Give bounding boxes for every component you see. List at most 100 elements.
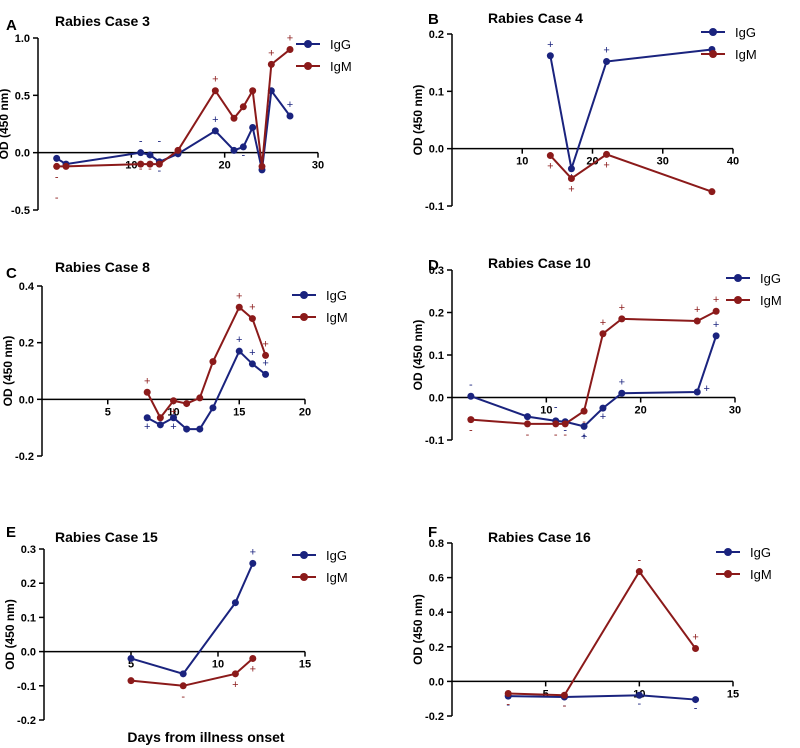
igm-result-sign: + xyxy=(232,679,238,691)
igg-data-point xyxy=(693,388,701,396)
legend-label: IgM xyxy=(330,59,352,74)
panel-d: D Rabies Case 10 -0.1 0.0 0.1 0.2 0.3 OD (450 n… xyxy=(411,255,782,447)
igg-data-point xyxy=(567,165,575,173)
x-tick-label: 15 xyxy=(727,688,739,700)
igm-series-line xyxy=(508,569,697,697)
chart-title: Rabies Case 16 xyxy=(488,529,591,545)
chart-title: Rabies Case 3 xyxy=(55,13,150,29)
y-axis-label: OD (450 nm) xyxy=(1,336,15,407)
igg-result-sign: + xyxy=(144,421,150,433)
igm-data-point xyxy=(635,568,643,576)
igg-result-sign: + xyxy=(249,347,255,359)
legend-swatch-marker xyxy=(304,62,312,70)
panel-letter: E xyxy=(6,524,16,541)
y-axis-label: OD (450 nm) xyxy=(3,599,17,670)
igg-data-point xyxy=(183,425,191,433)
igm-data-point xyxy=(603,150,611,158)
igm-data-point xyxy=(174,146,182,154)
igm-data-point xyxy=(599,330,607,338)
legend-swatch-marker xyxy=(300,313,308,321)
x-tick-label: 15 xyxy=(299,659,311,671)
igg-result-sign: - xyxy=(637,698,641,710)
igm-series-line xyxy=(470,310,717,425)
y-tick-label: 0.0 xyxy=(429,393,444,405)
igm-data-point xyxy=(127,677,135,685)
y-tick-label: -0.2 xyxy=(425,711,444,723)
igg-data-point xyxy=(231,599,239,607)
igg-data-point xyxy=(209,404,217,412)
igm-data-point xyxy=(561,420,569,428)
igm-result-sign: - xyxy=(181,691,185,703)
igm-data-point xyxy=(137,160,145,168)
legend-label: IgG xyxy=(735,25,756,40)
legend-swatch-marker xyxy=(734,296,742,304)
legend-swatch-marker xyxy=(734,274,742,282)
igm-data-point xyxy=(286,45,294,53)
igm-data-point xyxy=(249,87,257,95)
legend-label: IgM xyxy=(326,570,348,585)
igg-data-point xyxy=(179,670,187,678)
igm-data-point xyxy=(712,307,720,315)
igm-data-point xyxy=(196,394,204,402)
igm-result-sign: + xyxy=(249,302,255,314)
x-tick-label: 30 xyxy=(729,405,741,417)
igm-data-point xyxy=(552,420,560,428)
igg-result-sign: + xyxy=(170,421,176,433)
igg-data-point xyxy=(603,58,611,66)
legend-label: IgG xyxy=(326,548,347,563)
y-tick-label: -0.5 xyxy=(11,205,30,217)
chart-title: Rabies Case 10 xyxy=(488,255,591,271)
legend-swatch-marker xyxy=(709,28,717,36)
igg-data-point xyxy=(170,414,177,422)
legend-swatch-marker xyxy=(300,291,308,299)
igg-result-sign: - xyxy=(563,700,567,712)
igm-series-line xyxy=(56,48,291,168)
igm-result-sign: - xyxy=(563,429,567,441)
igm-data-point xyxy=(693,317,701,325)
igm-result-sign: - xyxy=(526,429,530,441)
panel-c: C Rabies Case 8 -0.2 0.0 0.2 0.4 OD (450 nm) 5 1… xyxy=(1,259,348,463)
y-tick-label: 0.2 xyxy=(19,338,34,350)
x-tick-label: 20 xyxy=(299,406,311,418)
igg-data-point xyxy=(692,696,700,704)
y-axis-label: OD (450 nm) xyxy=(411,320,425,391)
igm-data-point xyxy=(211,87,219,95)
igm-series-line xyxy=(146,305,267,420)
y-tick-label: -0.1 xyxy=(17,681,36,693)
igg-data-point xyxy=(248,360,256,368)
igm-result-sign: + xyxy=(212,74,218,86)
igg-data-point xyxy=(156,421,164,429)
igg-data-point xyxy=(523,413,531,421)
legend-swatch-marker xyxy=(724,570,732,578)
igm-result-sign: - xyxy=(55,171,59,183)
igm-data-point xyxy=(248,315,256,323)
panel-e: E Rabies Case 15 -0.2 -0.1 0.0 0.1 0.2 0.3 OD (4… xyxy=(3,524,348,727)
igg-data-point xyxy=(127,654,135,662)
igm-result-sign: - xyxy=(139,163,143,175)
igg-data-point xyxy=(635,691,643,699)
igm-data-point xyxy=(708,188,716,196)
y-tick-label: 0.0 xyxy=(429,144,444,156)
igm-result-sign: - xyxy=(582,416,586,428)
igg-data-point xyxy=(235,347,243,355)
igg-series-line xyxy=(508,694,696,701)
x-tick-label: 30 xyxy=(312,160,324,172)
igg-data-point xyxy=(196,425,204,433)
igm-result-sign: + xyxy=(713,294,719,306)
igm-data-point xyxy=(146,160,154,168)
igm-data-point xyxy=(504,690,512,698)
igm-data-point xyxy=(249,654,257,662)
igm-result-sign: - xyxy=(637,555,641,567)
x-tick-label: 20 xyxy=(219,160,231,172)
y-tick-label: 1.0 xyxy=(15,33,30,45)
legend-label: IgM xyxy=(750,567,772,582)
igm-data-point xyxy=(523,420,531,428)
igm-result-sign: + xyxy=(568,183,574,195)
x-tick-label: 10 xyxy=(540,405,552,417)
legend-swatch-marker xyxy=(709,50,717,58)
x-tick-label: 10 xyxy=(516,156,528,168)
y-tick-label: 0.1 xyxy=(429,350,444,362)
igg-result-sign: - xyxy=(260,167,264,179)
igg-result-sign: - xyxy=(506,699,510,711)
igm-data-point xyxy=(155,160,163,168)
